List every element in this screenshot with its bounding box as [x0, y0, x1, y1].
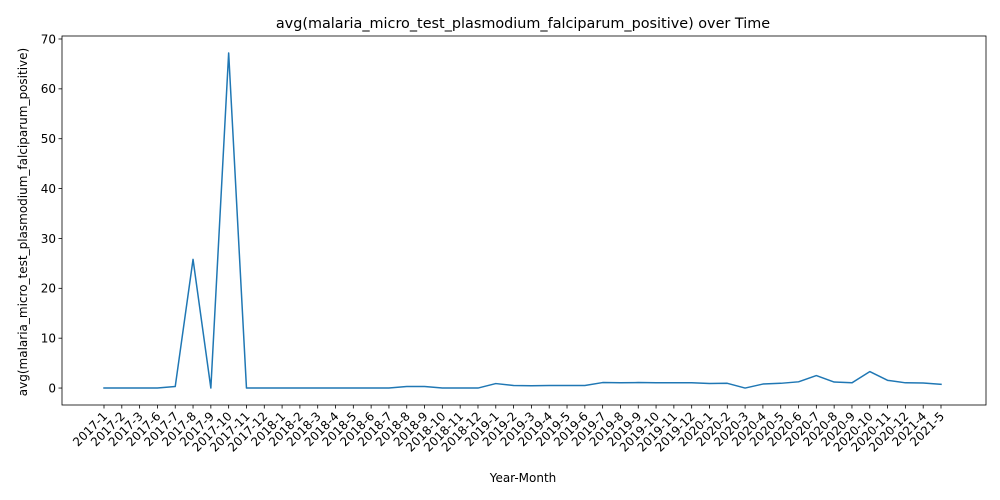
y-tick-label: 0 — [48, 381, 56, 395]
y-tick-label: 20 — [41, 282, 56, 296]
axes-frame — [61, 35, 987, 406]
chart-title: avg(malaria_micro_test_plasmodium_falcip… — [276, 16, 770, 32]
plot-area: 0102030405060702017-12017-22017-32017-62… — [41, 32, 987, 455]
y-tick-label: 60 — [41, 82, 56, 96]
y-tick-label: 50 — [41, 132, 56, 146]
y-tick-label: 40 — [41, 182, 56, 196]
y-tick-label: 70 — [41, 32, 56, 46]
y-axis-title: avg(malaria_micro_test_plasmodium_falcip… — [16, 48, 30, 396]
y-tick-label: 30 — [41, 232, 56, 246]
y-tick-label: 10 — [41, 331, 56, 345]
series-line — [103, 52, 942, 389]
x-axis-title: Year-Month — [489, 471, 557, 485]
